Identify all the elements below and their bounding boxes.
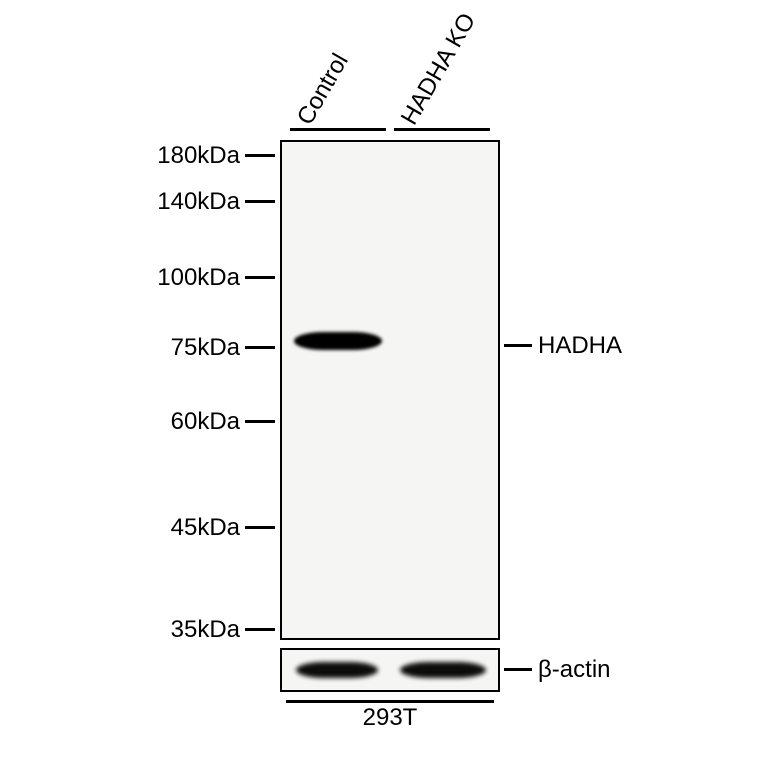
band-actin-ko bbox=[400, 662, 486, 678]
mw-tick bbox=[245, 154, 275, 157]
mw-label-140: 140kDa bbox=[120, 188, 240, 216]
lane-underline bbox=[394, 128, 490, 131]
main-blot bbox=[280, 140, 500, 640]
lane-label-hadha-ko: HADHA KO bbox=[396, 9, 482, 130]
lane-underline bbox=[290, 128, 386, 131]
mw-tick bbox=[245, 276, 275, 279]
lane-label-control: Control bbox=[292, 49, 355, 130]
mw-label-180: 180kDa bbox=[120, 142, 240, 170]
prot-tick bbox=[504, 344, 532, 347]
cell-line-label: 293T bbox=[280, 704, 500, 732]
mw-tick bbox=[245, 346, 275, 349]
western-blot-figure: 180kDa 140kDa 100kDa 75kDa 60kDa 45kDa 3… bbox=[0, 0, 764, 764]
mw-label-75: 75kDa bbox=[132, 334, 240, 362]
mw-tick bbox=[245, 526, 275, 529]
mw-label-45: 45kDa bbox=[132, 514, 240, 542]
prot-tick bbox=[504, 668, 532, 671]
protein-label-bactin: β-actin bbox=[538, 656, 611, 684]
band-hadha-control bbox=[294, 332, 382, 350]
mw-tick bbox=[245, 420, 275, 423]
mw-label-35: 35kDa bbox=[132, 616, 240, 644]
cell-line-underline bbox=[286, 700, 494, 703]
mw-label-60: 60kDa bbox=[132, 408, 240, 436]
band-actin-control bbox=[296, 662, 378, 678]
mw-label-100: 100kDa bbox=[120, 264, 240, 292]
protein-label-hadha: HADHA bbox=[538, 332, 622, 360]
mw-tick bbox=[245, 200, 275, 203]
mw-tick bbox=[245, 628, 275, 631]
